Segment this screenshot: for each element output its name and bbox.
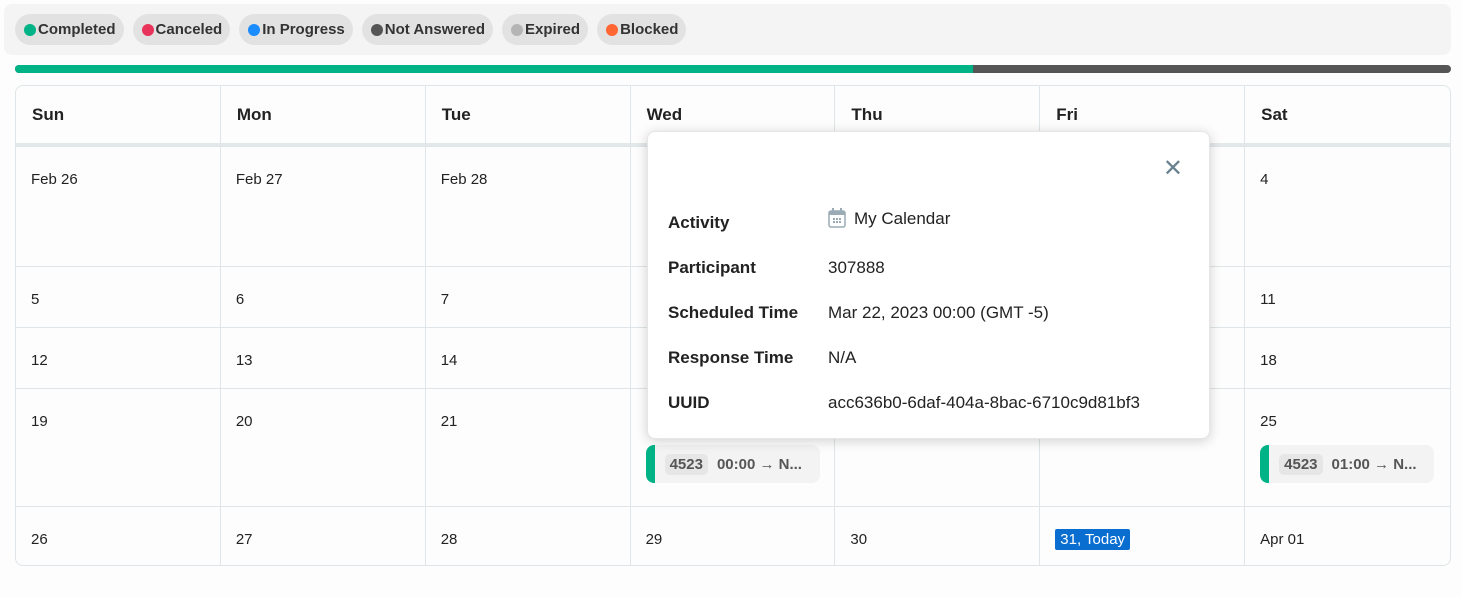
day-cell[interactable]: 5 <box>16 266 221 327</box>
completion-progress-bar <box>15 65 1451 73</box>
status-dot-icon <box>24 23 36 36</box>
legend-label: Canceled <box>155 21 223 38</box>
event-details-popover: ✕ Activity My Calendar Participant 307888… <box>647 131 1210 439</box>
event-id: 4523 <box>664 453 708 475</box>
day-cell[interactable]: 14 <box>425 327 631 388</box>
legend-chip-canceled[interactable]: Canceled <box>132 14 231 45</box>
day-cell[interactable]: 18 <box>1245 327 1450 388</box>
uuid-value: acc636b0-6daf-404a-8bac-6710c9d81bf3 <box>828 393 1140 412</box>
day-cell[interactable]: 27 <box>220 506 426 565</box>
day-number: 19 <box>31 413 48 430</box>
legend-chip-expired[interactable]: Expired <box>502 14 589 45</box>
day-cell[interactable]: 31, Today <box>1040 506 1246 565</box>
day-cell[interactable]: 30 <box>835 506 1041 565</box>
day-number: 18 <box>1260 352 1277 369</box>
response-time-row: Response Time N/A <box>668 348 856 368</box>
legend-label: Expired <box>525 21 581 38</box>
day-cell[interactable]: 19 <box>16 388 221 506</box>
day-header-mon: Mon <box>220 86 426 146</box>
day-cell[interactable]: Feb 28 <box>425 146 631 266</box>
status-dot-icon <box>370 23 383 36</box>
day-number: 7 <box>440 291 450 308</box>
day-cell[interactable]: 13 <box>220 327 426 388</box>
scheduled-time-row: Scheduled Time Mar 22, 2023 00:00 (GMT -5… <box>668 303 1049 323</box>
day-header-tue: Tue <box>425 86 631 146</box>
day-number: 27 <box>235 531 253 548</box>
day-cell[interactable]: 25 4523 01:00 → N... <box>1245 388 1450 506</box>
scheduled-time-label: Scheduled Time <box>668 303 799 322</box>
activity-row: Activity My Calendar <box>668 208 950 233</box>
day-number: 14 <box>440 352 458 369</box>
legend-label: In Progress <box>262 21 345 38</box>
activity-label: Activity <box>668 213 730 232</box>
day-header-sun: Sun <box>16 86 221 146</box>
legend-label: Not Answered <box>384 21 486 38</box>
day-number: 25 <box>1260 413 1277 430</box>
participant-label: Participant <box>668 258 756 277</box>
legend-chip-not-answered[interactable]: Not Answered <box>361 14 494 45</box>
day-cell[interactable]: Feb 26 <box>16 146 221 266</box>
participant-row: Participant 307888 <box>668 258 885 278</box>
event-item[interactable]: 4523 01:00 → N... <box>1260 445 1435 483</box>
legend-label: Blocked <box>620 21 679 38</box>
progress-completed-fill <box>15 65 973 73</box>
day-cell[interactable]: 12 <box>16 327 221 388</box>
legend-label: Completed <box>38 21 116 38</box>
response-time-label: Response Time <box>668 348 794 367</box>
status-dot-icon <box>606 23 619 36</box>
status-dot-icon <box>248 23 261 36</box>
day-number: 29 <box>645 531 663 548</box>
response-time-value: N/A <box>828 348 857 367</box>
calendar-icon <box>828 208 846 233</box>
day-cell[interactable]: Feb 27 <box>220 146 426 266</box>
day-number: 21 <box>440 413 458 430</box>
uuid-row: UUID acc636b0-6daf-404a-8bac-6710c9d81bf3 <box>668 393 1140 413</box>
day-cell[interactable]: 26 <box>16 506 221 565</box>
participant-value: 307888 <box>828 258 885 277</box>
status-legend: Completed Canceled In Progress Not Answered… <box>4 4 1451 55</box>
scheduled-time-value: Mar 22, 2023 00:00 (GMT -5) <box>828 303 1049 322</box>
day-number: 26 <box>31 531 48 548</box>
day-number: Feb 27 <box>235 171 283 188</box>
day-number: 11 <box>1260 291 1276 308</box>
legend-chip-completed[interactable]: Completed <box>15 14 124 45</box>
day-cell[interactable]: 21 <box>425 388 631 506</box>
day-cell[interactable]: 4523 00:00 → N... <box>630 388 836 506</box>
day-cell[interactable]: 29 <box>630 506 836 565</box>
legend-chip-in-progress[interactable]: In Progress <box>239 14 353 45</box>
event-time: 00:00 → N... <box>716 455 802 473</box>
day-cell[interactable]: 7 <box>425 266 631 327</box>
legend-chip-blocked[interactable]: Blocked <box>597 14 687 45</box>
status-dot-icon <box>141 23 154 36</box>
day-header-sat: Sat <box>1245 86 1450 146</box>
day-number: Feb 26 <box>31 171 78 188</box>
day-cell[interactable]: 6 <box>220 266 426 327</box>
status-dot-icon <box>511 23 524 36</box>
close-icon[interactable]: ✕ <box>1162 155 1183 182</box>
activity-value: My Calendar <box>854 209 951 228</box>
day-number: 5 <box>31 291 40 308</box>
day-number: 12 <box>31 352 48 369</box>
day-cell[interactable]: 28 <box>425 506 631 565</box>
day-number: 28 <box>440 531 458 548</box>
event-time: 01:00 → N... <box>1331 455 1417 473</box>
day-number: 13 <box>235 352 253 369</box>
day-number: 20 <box>235 413 253 430</box>
day-cell[interactable]: 4 <box>1245 146 1450 266</box>
day-number: 30 <box>850 531 868 548</box>
event-item[interactable]: 4523 00:00 → N... <box>645 445 820 483</box>
day-number: Feb 28 <box>440 171 488 188</box>
today-badge: 31, Today <box>1055 529 1131 550</box>
day-cell[interactable]: 11 <box>1245 266 1450 327</box>
uuid-label: UUID <box>668 393 710 412</box>
day-number: Apr 01 <box>1260 531 1305 548</box>
day-number: 4 <box>1260 171 1269 188</box>
day-number: 6 <box>235 291 245 308</box>
day-cell[interactable]: Apr 01 <box>1245 506 1450 565</box>
event-id: 4523 <box>1279 453 1323 475</box>
day-cell[interactable]: 20 <box>220 388 426 506</box>
